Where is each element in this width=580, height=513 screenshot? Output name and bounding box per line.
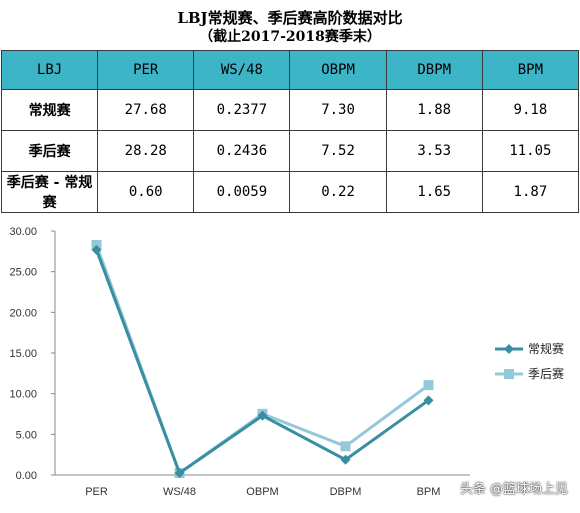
x-tick-label: DBPM — [330, 486, 362, 498]
x-tick-label: PER — [85, 486, 108, 498]
header-cell-dbpm: DBPM — [385, 50, 483, 90]
x-tick-label: WS/48 — [163, 486, 196, 498]
data-point-diamond — [340, 454, 351, 465]
data-point-square — [340, 441, 351, 452]
data-point-diamond — [257, 410, 268, 421]
y-tick-label: 20.00 — [9, 307, 37, 319]
header-cell-bpm: BPM — [481, 50, 580, 90]
series-line — [95, 244, 430, 476]
table-cell: 7.52 — [289, 130, 387, 172]
header-cell-lbj: LBJ — [0, 50, 99, 90]
header-cell-ws48: WS/48 — [193, 50, 291, 90]
table-cell: 11.05 — [481, 130, 580, 172]
y-tick-label: 25.00 — [9, 267, 37, 279]
line-chart: 30.00 25.00 20.00 15.00 10.00 5.00 0.00 PER WS/4… — [0, 213, 580, 509]
stats-table: LBJ PER WS/48 OBPM DBPM BPM 常规赛 27.68 0.… — [0, 50, 580, 213]
header-cell-obpm: OBPM — [289, 50, 387, 90]
table-row: 常规赛 27.68 0.2377 7.30 1.88 9.18 — [0, 89, 580, 131]
table-cell: 9.18 — [481, 89, 580, 131]
title-block: LBJ常规赛、季后赛高阶数据对比 （截止2017-2018赛季末） — [0, 0, 580, 48]
data-point-diamond — [174, 468, 185, 479]
series-line — [95, 249, 430, 476]
table-row: 季后赛 28.28 0.2436 7.52 3.53 11.05 — [0, 130, 580, 172]
table-cell: 27.68 — [97, 89, 195, 131]
table-cell: 0.0059 — [193, 171, 291, 213]
table-cell: 7.30 — [289, 89, 387, 131]
chart-subtitle: （截止2017-2018赛季末） — [199, 29, 381, 45]
chart-title: LBJ常规赛、季后赛高阶数据对比 — [177, 9, 403, 27]
table-row: 季后赛 - 常规赛 0.60 0.0059 0.22 1.65 1.87 — [0, 171, 580, 213]
table-cell: 3.53 — [385, 130, 483, 172]
legend-marker-diamond — [504, 344, 514, 354]
watermark: 头条 @篮球场上见 — [459, 482, 568, 497]
legend-label: 常规赛 — [528, 341, 564, 356]
x-tick-label: OBPM — [246, 486, 278, 498]
x-tick-label: BPM — [417, 486, 441, 498]
table-cell: 0.60 — [97, 171, 195, 213]
table-cell: 0.22 — [289, 171, 387, 213]
row-label: 季后赛 — [0, 130, 99, 172]
table-cell: 1.88 — [385, 89, 483, 131]
table-cell: 1.65 — [385, 171, 483, 213]
data-point-diamond — [91, 244, 102, 255]
chart-svg: 30.00 25.00 20.00 15.00 10.00 5.00 0.00 PER WS/4… — [9, 226, 564, 498]
y-tick-label: 5.00 — [16, 429, 37, 441]
legend-label: 季后赛 — [528, 366, 564, 381]
row-label: 季后赛 - 常规赛 — [0, 171, 99, 213]
y-tick-label: 0.00 — [16, 470, 37, 482]
y-tick-label: 15.00 — [9, 348, 37, 360]
header-cell-per: PER — [97, 50, 195, 90]
table-cell: 0.2377 — [193, 89, 291, 131]
table-cell: 28.28 — [97, 130, 195, 172]
table-cell: 1.87 — [481, 171, 580, 213]
data-point-diamond — [423, 395, 434, 406]
legend-marker-square — [504, 369, 514, 379]
y-tick-label: 30.00 — [9, 226, 37, 238]
y-tick-label: 10.00 — [9, 389, 37, 401]
row-label: 常规赛 — [0, 89, 99, 131]
table-header-row: LBJ PER WS/48 OBPM DBPM BPM — [0, 50, 580, 90]
table-cell: 0.2436 — [193, 130, 291, 172]
data-point-square — [423, 380, 434, 391]
